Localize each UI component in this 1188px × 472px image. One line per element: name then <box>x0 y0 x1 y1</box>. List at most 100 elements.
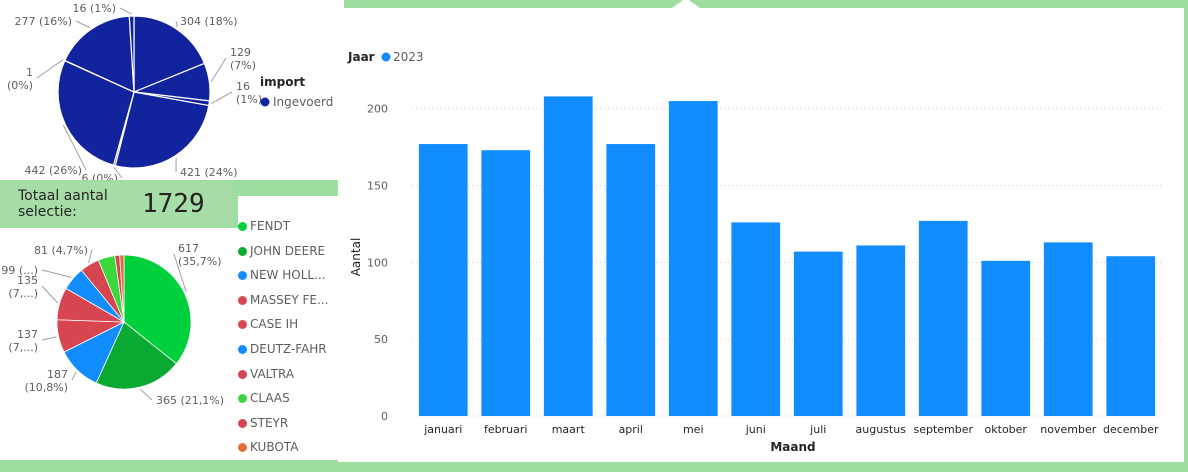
import-data-label: 1 (0%) <box>7 66 33 92</box>
merk-legend-dot <box>238 344 247 354</box>
x-tick-label: februari <box>484 423 527 436</box>
bar-legend-dot <box>381 52 391 62</box>
import-legend-dot <box>260 97 270 107</box>
x-tick-label: juli <box>809 423 826 436</box>
merk-legend-item[interactable]: NEW HOLL... <box>238 263 348 288</box>
x-tick-label: september <box>913 423 973 436</box>
kpi-value: 1729 <box>142 189 205 219</box>
import-pie-slice[interactable] <box>57 59 135 166</box>
bar[interactable] <box>418 144 468 416</box>
merk-legend-label: STEYR <box>250 415 289 430</box>
import-leader-line <box>210 91 233 104</box>
import-data-label: 421 (24%) <box>180 166 238 179</box>
merk-legend-dot <box>238 369 247 379</box>
x-tick-label: december <box>1103 423 1159 436</box>
bar[interactable] <box>856 245 906 416</box>
merk-legend-item[interactable]: MASSEY FE... <box>238 288 348 313</box>
merk-legend-dot <box>238 295 247 305</box>
merk-legend-label: CASE IH <box>250 317 299 332</box>
bar[interactable] <box>481 150 531 416</box>
merk-leader-line <box>41 336 57 341</box>
kpi-card: Totaal aantal selectie: 1729 <box>0 182 232 226</box>
merk-legend-item[interactable]: DEUTZ-FAHR <box>238 337 348 362</box>
import-leader-line <box>210 57 227 82</box>
import-data-label: 277 (16%) <box>14 15 72 28</box>
merk-legend-dot <box>238 443 247 453</box>
bar-legend-title: Jaar <box>347 50 375 64</box>
import-data-label: 16 (1%) <box>72 2 116 15</box>
x-tick-label: maart <box>552 423 586 436</box>
import-legend-title: import <box>260 75 305 89</box>
y-tick-label: 0 <box>381 410 388 423</box>
x-tick-label: juni <box>745 423 766 436</box>
bar[interactable] <box>606 144 656 416</box>
bar[interactable] <box>731 222 781 416</box>
merk-legend-title <box>238 196 348 214</box>
merk-data-label: 81 (4,7%) <box>34 244 88 257</box>
merk-legend-label: VALTRA <box>250 366 295 381</box>
import-pie-slice[interactable] <box>64 15 135 93</box>
y-axis-title: Aantal <box>349 238 363 277</box>
merk-leader-line <box>41 269 72 278</box>
import-pie-panel: 304 (18%) 129 (7%) 16 (1%) 421 (24%) 6 (0%) 442… <box>0 0 344 185</box>
bar[interactable] <box>793 251 843 416</box>
merk-data-label: 187 (10,8%) <box>24 368 68 394</box>
merk-pie-chart[interactable]: 617 (35,7%) 365 (21,1%) 187 (10,8%) 137 (7,...… <box>0 228 344 460</box>
merk-legend-dot <box>238 394 247 404</box>
merk-data-label: 365 (21,1%) <box>156 394 224 407</box>
monthly-bar-chart[interactable]: Jaar 2023 0 50 100 150 200 Aantal januari februar… <box>338 8 1184 462</box>
merk-legend-label: DEUTZ-FAHR <box>250 341 327 356</box>
merk-pie-slice[interactable] <box>119 254 125 323</box>
panel-pointer <box>672 0 700 8</box>
merk-legend-item[interactable]: CASE IH <box>238 312 348 337</box>
merk-legend-item[interactable]: JOHN DEERE <box>238 239 348 264</box>
merk-legend-dot <box>238 222 247 231</box>
bar[interactable] <box>1043 242 1093 416</box>
bar[interactable] <box>981 260 1031 416</box>
merk-leader-line <box>71 371 77 381</box>
y-tick-label: 50 <box>374 333 388 346</box>
bar[interactable] <box>1106 256 1156 416</box>
merk-legend-label: KUBOTA <box>250 440 299 455</box>
import-data-label: 6 (0%) <box>81 172 118 180</box>
merk-legend-item[interactable]: VALTRA <box>238 362 348 387</box>
bar[interactable] <box>918 220 968 416</box>
merk-leader-line <box>173 253 187 293</box>
bar[interactable] <box>668 101 718 416</box>
import-pie-slice[interactable] <box>114 91 210 169</box>
merk-legend-label: JOHN DEERE <box>250 243 326 258</box>
kpi-label: Totaal aantal selectie: <box>18 188 108 220</box>
merk-legend-label: FENDT <box>250 219 291 233</box>
merk-data-label: 135 (7,...) <box>8 274 38 300</box>
merk-legend-label: NEW HOLL... <box>250 268 326 283</box>
x-tick-label: augustus <box>856 423 907 436</box>
x-tick-label: oktober <box>985 423 1028 436</box>
y-tick-label: 150 <box>367 180 388 193</box>
merk-data-label: 99 (...) <box>1 264 38 277</box>
merk-legend-item[interactable]: STEYR <box>238 411 348 436</box>
import-data-label: 442 (26%) <box>24 164 82 177</box>
merk-legend-item[interactable]: FENDT <box>238 214 348 239</box>
x-tick-label: januari <box>423 423 462 436</box>
merk-pie-slice[interactable] <box>123 254 192 365</box>
import-pie-slice[interactable] <box>128 15 135 93</box>
import-leader-line <box>175 20 179 28</box>
merk-legend-label: MASSEY FE... <box>250 292 329 307</box>
bar[interactable] <box>543 96 593 416</box>
import-leader-line <box>36 59 64 79</box>
import-leader-line <box>113 167 123 179</box>
merk-legend-item[interactable]: KUBOTA <box>238 435 348 460</box>
merk-legend-item[interactable]: CLAAS <box>238 386 348 411</box>
import-leader-line <box>119 7 132 15</box>
bar-chart-panel: Jaar 2023 0 50 100 150 200 Aantal januari februar… <box>338 8 1184 462</box>
bar-legend-item[interactable]: 2023 <box>393 50 424 64</box>
merk-legend-dot <box>238 320 247 330</box>
merk-pie-slice[interactable] <box>95 321 178 390</box>
import-legend-item[interactable]: Ingevoerd <box>273 95 333 109</box>
import-pie-slice[interactable] <box>133 15 206 93</box>
x-tick-label: november <box>1040 423 1096 436</box>
x-tick-label: mei <box>683 423 704 436</box>
import-leader-line <box>62 124 87 171</box>
merk-data-label: 617 (35,7%) <box>178 242 222 268</box>
import-pie-chart[interactable]: 304 (18%) 129 (7%) 16 (1%) 421 (24%) 6 (0%)442… <box>0 0 344 185</box>
